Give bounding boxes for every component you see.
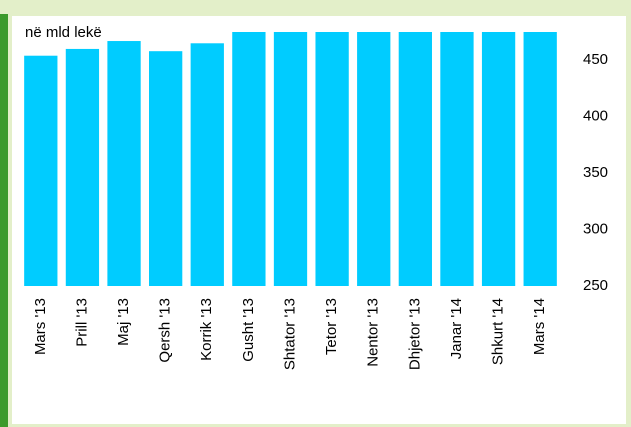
bar <box>190 43 224 287</box>
x-tick-label: Mars '14 <box>531 298 548 355</box>
bar <box>273 32 308 286</box>
x-tick-label: Dhjetor '13 <box>406 298 423 370</box>
left-strip <box>0 14 8 427</box>
x-tick-label: Gusht '13 <box>240 298 257 362</box>
bar <box>315 32 349 286</box>
x-tick-label: Nentor '13 <box>365 298 382 367</box>
bar <box>232 32 266 286</box>
bar <box>398 32 432 286</box>
y-tick-label: 300 <box>583 221 608 238</box>
x-tick-label: Tetor '13 <box>323 298 340 355</box>
y-tick-label: 250 <box>583 277 608 294</box>
bar <box>65 48 100 286</box>
bar <box>481 32 516 286</box>
x-tick-label: Maj '13 <box>115 298 132 346</box>
bar <box>523 32 557 286</box>
unit-label: në mld lekë <box>25 24 102 41</box>
x-tick-label: Shtator '13 <box>281 298 298 370</box>
y-tick-label: 400 <box>583 108 608 125</box>
x-tick-label: Shkurt '14 <box>490 298 507 365</box>
bar <box>107 41 141 286</box>
bar <box>24 55 58 286</box>
y-tick-label: 350 <box>583 164 608 181</box>
y-tick-label: 450 <box>583 51 608 68</box>
x-tick-label: Korrik '13 <box>198 298 215 361</box>
x-tick-label: Janar '14 <box>448 298 465 359</box>
x-tick-label: Mars '13 <box>32 298 49 355</box>
x-tick-label: Prill '13 <box>73 298 90 347</box>
bar <box>357 32 391 286</box>
x-tick-label: Qersh '13 <box>157 298 174 363</box>
bar <box>440 32 474 286</box>
bar <box>149 51 183 286</box>
